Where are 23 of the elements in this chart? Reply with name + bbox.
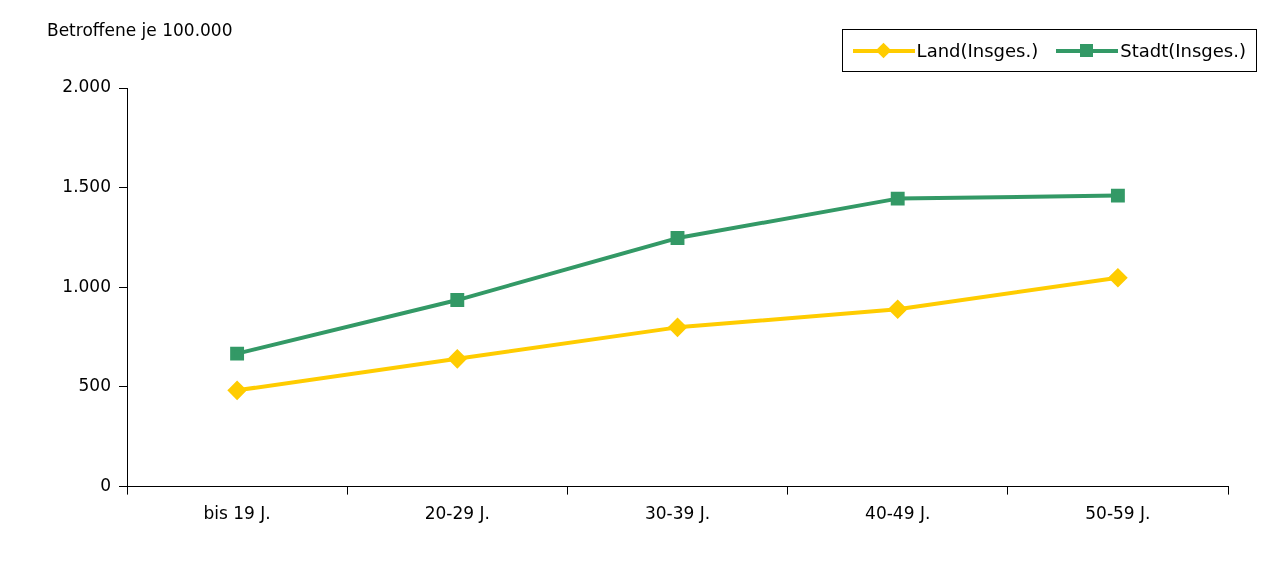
- point: [230, 346, 245, 361]
- point: [450, 293, 465, 308]
- x-tick-label: 40-49 J.: [865, 503, 931, 524]
- legend-label: Stadt(Insges.): [1120, 40, 1246, 61]
- y-tick-label: 1.500: [62, 176, 111, 197]
- point: [668, 318, 687, 337]
- x-tick-label: 20-29 J.: [424, 503, 490, 524]
- legend-label: Land(Insges.): [916, 40, 1039, 61]
- point: [1110, 188, 1125, 203]
- point: [888, 300, 907, 319]
- y-tick-label: 0: [100, 475, 111, 496]
- point: [670, 231, 685, 246]
- point: [1108, 268, 1127, 287]
- y-tick-label: 500: [78, 375, 111, 396]
- y-tick-label: 1.000: [62, 275, 111, 296]
- point: [448, 349, 467, 368]
- point: [890, 191, 905, 206]
- x-tick-label: 30-39 J.: [644, 503, 711, 524]
- y-tick-label: 2.000: [62, 76, 111, 97]
- x-tick-label: 50-59 J.: [1085, 503, 1151, 524]
- y-axis-title: Betroffene je 100.000: [47, 20, 233, 41]
- point: [228, 381, 247, 400]
- x-tick-label: bis 19 J.: [203, 503, 271, 524]
